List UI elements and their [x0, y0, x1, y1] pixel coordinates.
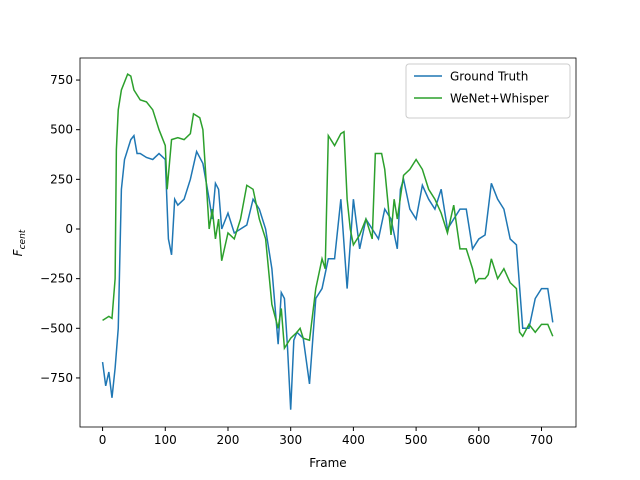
plot-frame	[79, 57, 577, 428]
y-axis-label: Fcent	[11, 229, 28, 256]
x-tick-label: 300	[279, 433, 302, 447]
x-axis-label: Frame	[309, 456, 346, 470]
legend: Ground Truth WeNet+Whisper	[405, 63, 571, 119]
x-tick-label: 700	[530, 433, 553, 447]
y-tick-label: 250	[50, 172, 73, 186]
x-tick-label: 200	[217, 433, 240, 447]
x-tick-label: 600	[467, 433, 490, 447]
legend-label: WeNet+Whisper	[450, 92, 549, 106]
y-label-base: F	[11, 248, 25, 256]
y-tick-label: 750	[50, 73, 73, 87]
x-tick-label: 0	[99, 433, 107, 447]
y-tick-label: −500	[40, 321, 73, 335]
legend-label: Ground Truth	[450, 70, 528, 84]
y-tick-label: 500	[50, 123, 73, 137]
x-tick-label: 400	[342, 433, 365, 447]
x-tick-label: 100	[154, 433, 177, 447]
y-tick-label: −250	[40, 272, 73, 286]
legend-box	[405, 63, 571, 119]
line-series	[101, 133, 554, 410]
line-series	[102, 72, 554, 351]
y-tick-label: 0	[65, 222, 73, 236]
x-tick-label: 500	[405, 433, 428, 447]
y-tick-label: −750	[40, 371, 73, 385]
y-label-sub: cent	[18, 229, 28, 249]
